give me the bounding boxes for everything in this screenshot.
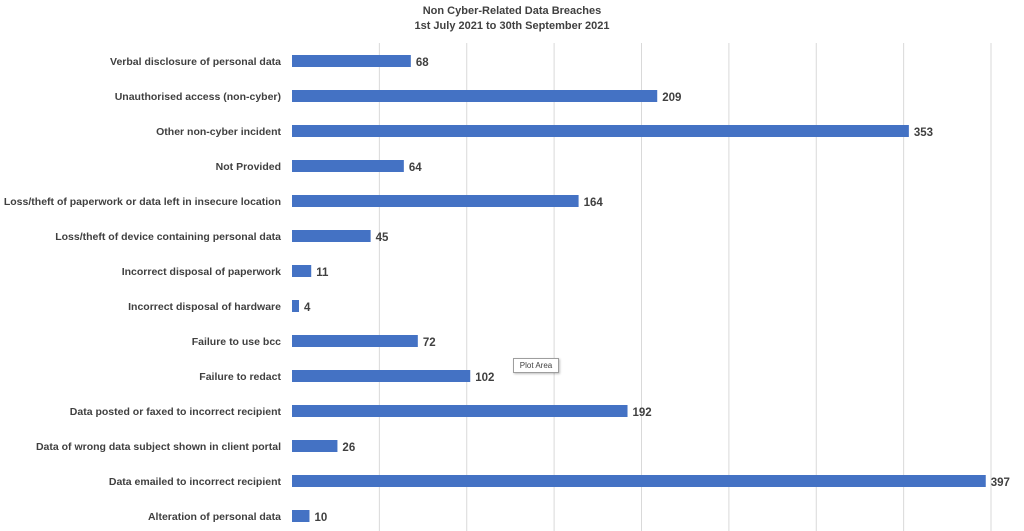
data-label: 26: [342, 442, 355, 454]
data-label: 11: [316, 267, 329, 279]
data-label: 209: [662, 92, 681, 104]
plot-area-tooltip: Plot Area: [513, 358, 559, 373]
bar: [292, 300, 299, 312]
data-label: 397: [991, 477, 1010, 489]
data-label: 164: [584, 197, 604, 209]
data-label: 64: [409, 162, 422, 174]
bar: [292, 125, 909, 137]
data-label: 72: [423, 337, 436, 349]
bar: [292, 55, 411, 67]
bar: [292, 440, 338, 452]
data-label: 192: [633, 407, 652, 419]
data-label: 102: [475, 372, 494, 384]
category-label: Failure to redact: [199, 371, 281, 383]
category-label: Unauthorised access (non-cyber): [115, 91, 281, 103]
category-label: Incorrect disposal of hardware: [128, 301, 281, 313]
bar: [292, 195, 579, 207]
category-label: Loss/theft of paperwork or data left in …: [4, 196, 281, 208]
category-label: Incorrect disposal of paperwork: [122, 266, 281, 278]
category-label: Other non-cyber incident: [156, 126, 281, 138]
bar: [292, 90, 658, 102]
category-label: Loss/theft of device containing personal…: [55, 231, 281, 243]
data-label: 68: [416, 57, 429, 69]
data-label: 353: [914, 127, 933, 139]
bar: [292, 510, 310, 522]
bar: [292, 370, 471, 382]
data-label: 4: [304, 302, 311, 314]
category-label: Failure to use bcc: [192, 336, 281, 348]
bar: [292, 475, 986, 487]
category-label: Alteration of personal data: [148, 511, 281, 523]
bar: [292, 160, 404, 172]
chart-subtitle: 1st July 2021 to 30th September 2021: [414, 20, 610, 32]
category-label: Data of wrong data subject shown in clie…: [36, 441, 281, 453]
chart-title: Non Cyber-Related Data Breaches: [422, 5, 602, 17]
bar: [292, 335, 418, 347]
bar: [292, 405, 628, 417]
bar: [292, 230, 371, 242]
category-label: Verbal disclosure of personal data: [110, 56, 281, 68]
category-label: Data emailed to incorrect recipient: [109, 476, 282, 488]
data-label: 10: [314, 512, 327, 524]
category-label: Not Provided: [216, 161, 281, 173]
category-label: Data posted or faxed to incorrect recipi…: [70, 406, 282, 418]
bar: [292, 265, 312, 277]
data-label: 45: [376, 232, 389, 244]
